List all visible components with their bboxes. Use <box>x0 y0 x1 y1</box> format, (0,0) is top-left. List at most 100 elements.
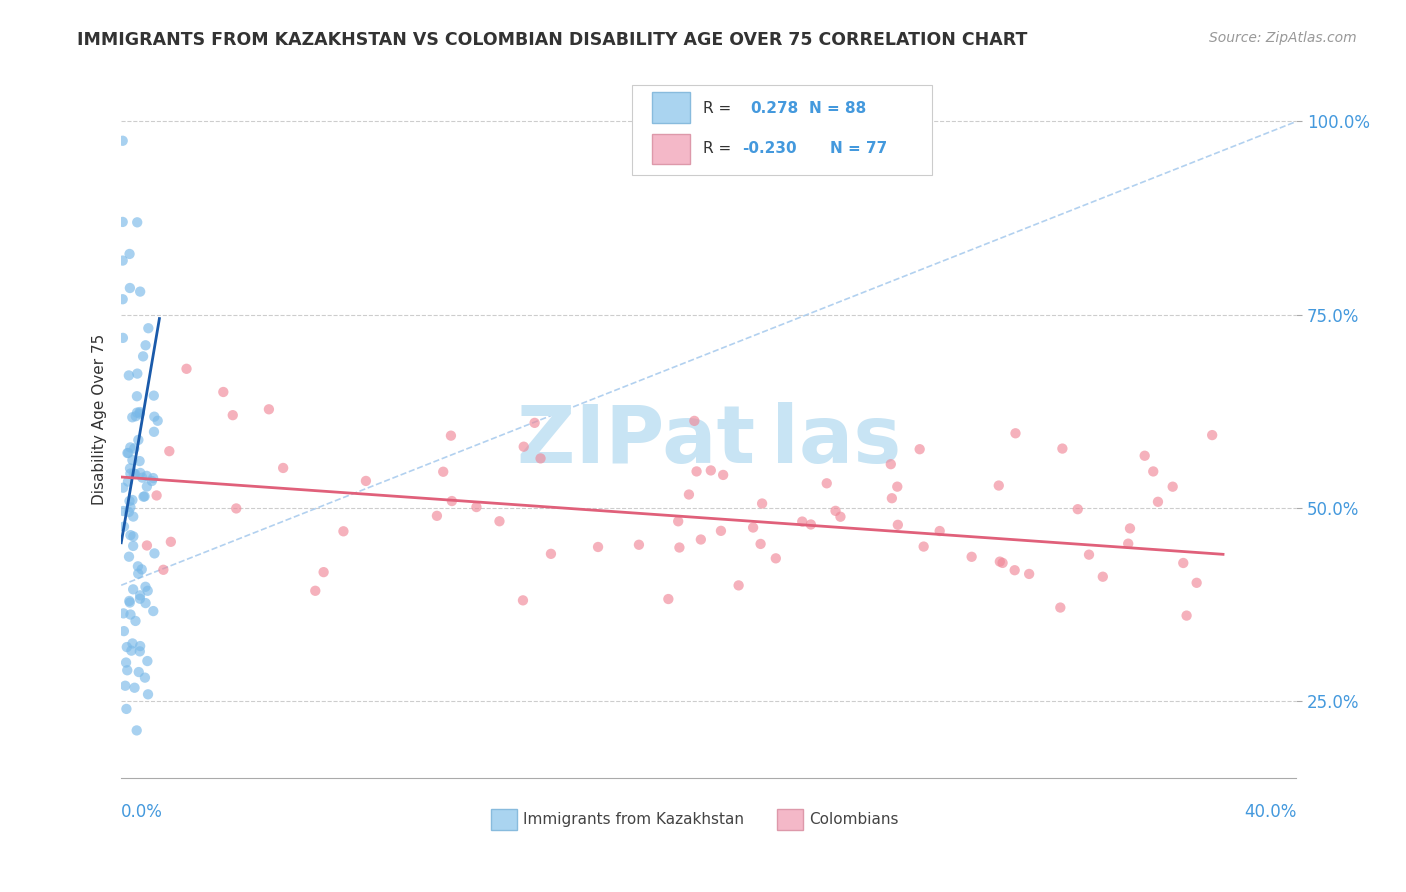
Point <box>129 285 152 299</box>
Point <box>1142 465 1164 479</box>
Point <box>742 520 765 534</box>
Point <box>136 654 159 668</box>
Point <box>115 640 138 654</box>
Point <box>960 549 983 564</box>
Point <box>830 509 852 524</box>
Point <box>143 546 166 560</box>
Point <box>118 368 141 383</box>
Point <box>117 663 139 677</box>
Point <box>111 331 134 345</box>
Y-axis label: Disability Age Over 75: Disability Age Over 75 <box>93 334 107 505</box>
Text: Colombians: Colombians <box>808 812 898 827</box>
Point <box>124 614 146 628</box>
Text: N = 77: N = 77 <box>830 141 887 155</box>
Text: N = 88: N = 88 <box>808 101 866 116</box>
Point <box>765 551 787 566</box>
Point <box>512 593 534 607</box>
Point <box>142 604 165 618</box>
Point <box>160 534 183 549</box>
Point <box>120 607 142 622</box>
Point <box>465 500 488 514</box>
Text: 40.0%: 40.0% <box>1244 804 1296 822</box>
Point <box>666 514 689 528</box>
Point <box>657 592 679 607</box>
Point <box>135 479 157 493</box>
Point <box>886 480 908 494</box>
Point <box>146 414 169 428</box>
Point <box>129 591 152 606</box>
Point <box>678 487 700 501</box>
Point <box>440 494 463 508</box>
Point <box>529 451 551 466</box>
Point <box>135 338 157 352</box>
Point <box>125 409 148 424</box>
Text: R =: R = <box>703 141 731 155</box>
Point <box>792 515 814 529</box>
Point <box>122 529 145 543</box>
Point <box>815 476 838 491</box>
Point <box>117 446 139 460</box>
Point <box>988 555 1011 569</box>
Point <box>134 671 156 685</box>
Point <box>118 461 141 475</box>
Point <box>627 538 650 552</box>
Point <box>1091 570 1114 584</box>
Point <box>488 514 510 528</box>
Bar <box>778 809 803 830</box>
Point <box>880 491 903 506</box>
Point <box>121 453 143 467</box>
Point <box>222 408 245 422</box>
Point <box>135 468 157 483</box>
Point <box>112 519 135 533</box>
Point <box>112 481 135 495</box>
Point <box>134 580 156 594</box>
Point <box>700 463 723 477</box>
Point <box>136 539 159 553</box>
Point <box>586 540 609 554</box>
Point <box>1161 480 1184 494</box>
Point <box>134 489 156 503</box>
Point <box>121 636 143 650</box>
Point <box>668 541 690 555</box>
Point <box>540 547 562 561</box>
Point <box>125 723 148 738</box>
Point <box>124 442 146 456</box>
Point <box>111 253 134 268</box>
Point <box>880 457 903 471</box>
Point <box>136 583 159 598</box>
Point <box>176 361 198 376</box>
Point <box>912 540 935 554</box>
Point <box>129 466 152 480</box>
Point <box>142 471 165 485</box>
Point <box>112 607 135 621</box>
Point <box>120 467 142 481</box>
Point <box>928 524 950 538</box>
Point <box>120 643 142 657</box>
Point <box>727 578 749 592</box>
Point <box>1004 426 1026 441</box>
Point <box>122 539 145 553</box>
Point <box>212 384 235 399</box>
Point <box>1067 502 1090 516</box>
Point <box>128 454 150 468</box>
Point <box>1049 600 1071 615</box>
Point <box>111 134 134 148</box>
Point <box>111 215 134 229</box>
Point <box>523 416 546 430</box>
Point <box>111 292 134 306</box>
Point <box>118 494 141 508</box>
Point <box>118 549 141 564</box>
Point <box>143 409 166 424</box>
Point <box>426 508 449 523</box>
Point <box>1133 449 1156 463</box>
Point <box>304 583 326 598</box>
Point <box>1185 575 1208 590</box>
Point <box>118 281 141 295</box>
Point <box>112 504 135 518</box>
Point <box>132 490 155 504</box>
Bar <box>492 809 517 830</box>
Point <box>124 467 146 481</box>
Point <box>112 624 135 639</box>
Point <box>332 524 354 539</box>
Point <box>1119 521 1142 535</box>
